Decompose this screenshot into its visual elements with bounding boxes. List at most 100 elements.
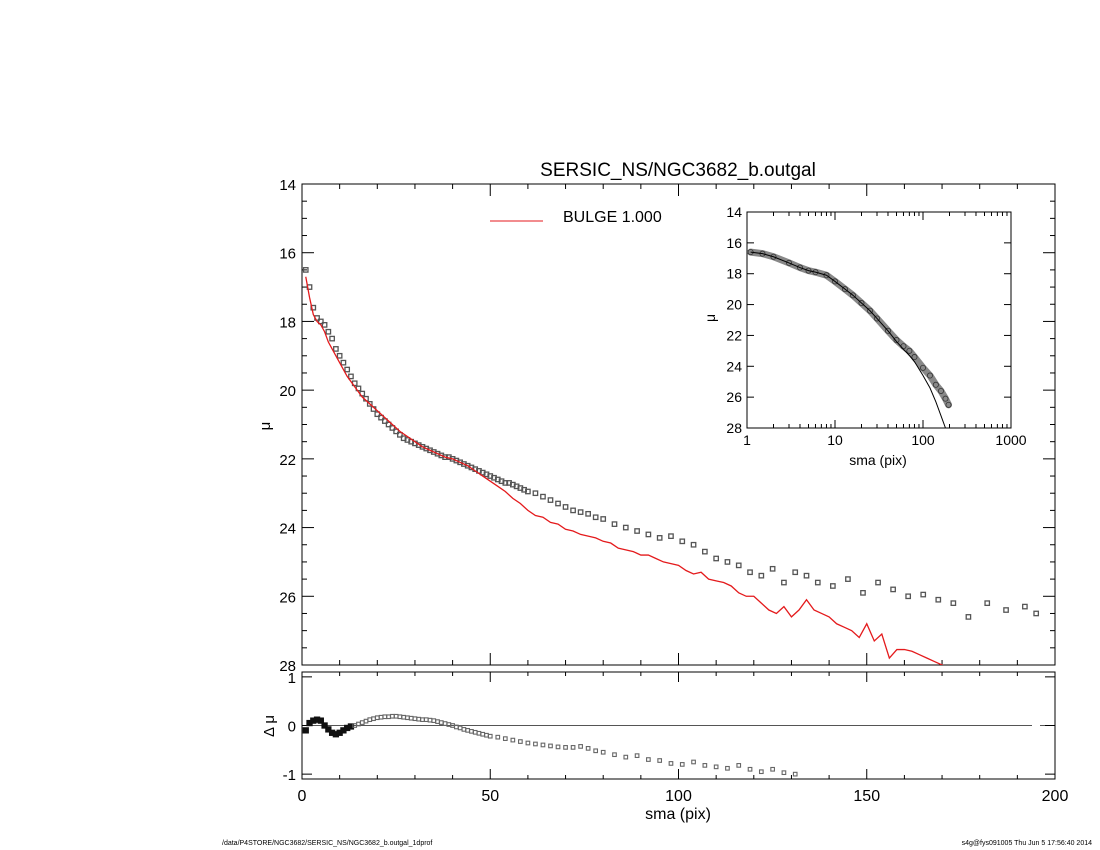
residual-point bbox=[420, 717, 425, 723]
x-tick-label: 200 bbox=[1042, 788, 1069, 805]
data-point bbox=[562, 504, 569, 510]
residual-y-tick-label: 0 bbox=[288, 719, 296, 736]
data-point bbox=[690, 541, 697, 548]
residual-point bbox=[578, 744, 583, 749]
inset-y-tick-label: 20 bbox=[726, 297, 742, 313]
data-point bbox=[325, 328, 332, 335]
inset-x-tick-label: 10 bbox=[827, 432, 843, 448]
main-y-tick-label: 20 bbox=[279, 383, 296, 400]
residual-y-axis-label: Δ μ bbox=[261, 715, 278, 737]
residual-point bbox=[548, 743, 553, 749]
x-tick-label: 0 bbox=[298, 788, 307, 805]
inset-data-point bbox=[770, 253, 777, 260]
figure-title: SERSIC_NS/NGC3682_b.outgal bbox=[540, 160, 816, 181]
residual-point bbox=[502, 736, 508, 741]
residual-point bbox=[427, 717, 433, 723]
inset-y-tick-label: 16 bbox=[726, 235, 742, 251]
footer-timestamp: s4g@fys091005 Thu Jun 5 17:56:40 2014 bbox=[961, 840, 1092, 847]
data-point bbox=[1033, 610, 1040, 617]
data-point bbox=[656, 535, 663, 541]
data-point bbox=[389, 425, 396, 431]
residual-y-tick-label: 1 bbox=[288, 670, 296, 687]
residual-point bbox=[770, 766, 775, 772]
data-point bbox=[577, 509, 584, 515]
inset-data-point bbox=[873, 315, 880, 322]
data-point bbox=[585, 510, 591, 517]
residual-point bbox=[510, 737, 516, 743]
residual-point bbox=[495, 734, 501, 740]
data-point bbox=[645, 531, 652, 538]
residual-point bbox=[634, 753, 640, 759]
data-point bbox=[803, 572, 810, 579]
inset-x-tick-label: 1000 bbox=[995, 432, 1026, 448]
residual-point bbox=[593, 748, 599, 754]
residual-point bbox=[442, 721, 448, 726]
inset-y-tick-label: 28 bbox=[726, 420, 742, 436]
inset-data-point bbox=[926, 372, 933, 379]
residual-point bbox=[416, 716, 422, 722]
residual-point bbox=[646, 757, 651, 762]
residual-point bbox=[472, 729, 478, 735]
residual-point bbox=[325, 726, 332, 733]
x-tick-label: 100 bbox=[665, 788, 692, 805]
residual-point bbox=[412, 716, 418, 722]
data-point bbox=[845, 576, 851, 582]
residual-point bbox=[540, 742, 546, 748]
inset-data-point bbox=[893, 337, 900, 344]
x-tick-label: 150 bbox=[853, 788, 880, 805]
data-point bbox=[622, 524, 629, 531]
residual-point bbox=[423, 717, 429, 723]
residual-point bbox=[465, 728, 471, 733]
data-point bbox=[555, 500, 561, 507]
data-point bbox=[950, 600, 957, 607]
inset-data-point bbox=[805, 267, 812, 274]
inset-y-axis-label: μ bbox=[702, 314, 718, 322]
data-point bbox=[532, 490, 539, 497]
residual-point bbox=[518, 739, 523, 744]
data-point bbox=[758, 572, 765, 579]
inset-data-point bbox=[785, 259, 792, 266]
data-point bbox=[611, 521, 618, 527]
inset-data-point bbox=[937, 387, 944, 394]
data-point bbox=[378, 414, 384, 421]
inset-model-line bbox=[750, 251, 946, 429]
inset-y-tick-label: 26 bbox=[726, 389, 742, 405]
data-point bbox=[769, 565, 776, 572]
residual-point bbox=[585, 746, 591, 751]
data-point bbox=[935, 596, 942, 603]
residual-point bbox=[679, 762, 685, 767]
data-point bbox=[397, 431, 403, 438]
main-y-tick-label: 22 bbox=[279, 452, 296, 469]
residual-point bbox=[446, 722, 452, 727]
data-point bbox=[920, 591, 927, 598]
residual-point bbox=[600, 749, 606, 755]
data-point bbox=[792, 569, 799, 576]
main-y-tick-label: 28 bbox=[279, 658, 296, 675]
residual-point bbox=[359, 720, 365, 725]
main-profile-panel: 14 16 18 20 22 24 26 28 μ BULGE 1.000 bbox=[257, 177, 1056, 675]
residual-point bbox=[480, 731, 486, 737]
main-plot-area bbox=[302, 267, 1040, 665]
inset-log-panel: 14 16 18 20 22 24 26 281 10 100 1000 sma (pix) μ bbox=[702, 204, 1027, 468]
residual-point bbox=[367, 717, 373, 723]
inset-x-axis-label: sma (pix) bbox=[849, 452, 907, 468]
inset-y-tick-label: 24 bbox=[726, 358, 742, 374]
inset-data-point bbox=[858, 300, 865, 307]
residual-point bbox=[386, 714, 391, 720]
data-point bbox=[525, 488, 531, 495]
data-point bbox=[713, 555, 720, 562]
data-point bbox=[321, 322, 328, 328]
residual-point bbox=[758, 769, 764, 775]
inset-x-tick-label: 100 bbox=[911, 432, 935, 448]
inset-data-point bbox=[849, 292, 856, 299]
inset-y-tick-label: 22 bbox=[726, 327, 742, 343]
residual-point bbox=[363, 718, 369, 724]
data-point bbox=[540, 493, 546, 500]
data-point bbox=[905, 593, 912, 600]
residual-point bbox=[347, 723, 355, 730]
residual-point bbox=[713, 764, 719, 770]
data-point bbox=[393, 428, 399, 435]
data-point bbox=[702, 548, 708, 555]
